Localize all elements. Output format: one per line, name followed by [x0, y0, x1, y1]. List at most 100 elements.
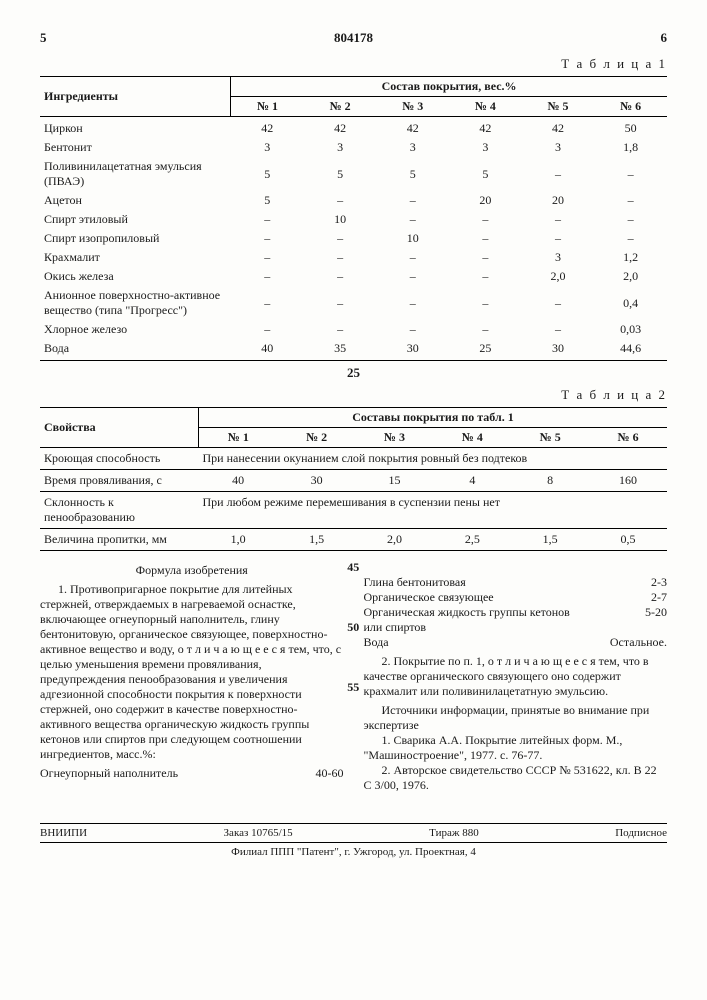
table-row: Склонность к пенообразованиюПри любом ре… [40, 492, 667, 529]
cell: – [304, 191, 377, 210]
table-row: Время провяливания, с40301548160 [40, 470, 667, 492]
cell: 35 [304, 339, 377, 361]
ingredient-name: Ацетон [40, 191, 231, 210]
cell: 4 [433, 470, 511, 492]
t1-col: № 4 [449, 97, 522, 117]
table-row: Спирт этиловый–10–––– [40, 210, 667, 229]
cell: 2,0 [522, 267, 595, 286]
patent-number: 804178 [334, 30, 373, 46]
cell: – [231, 229, 304, 248]
cell: 50 [594, 117, 667, 139]
cell: 30 [376, 339, 449, 361]
claims-section: 45 50 55 Формула изобретения 1. Противоп… [40, 561, 667, 793]
t1-head-ingredients: Ингредиенты [40, 77, 231, 117]
ingredient-line: ВодаОстальное. [364, 635, 668, 650]
span-cell: При нанесении окунанием слой покрытия ро… [199, 448, 668, 470]
cell: – [594, 210, 667, 229]
source-1: 1. Сварика А.А. Покрытие литейных форм. … [364, 733, 668, 763]
t2-col: № 4 [433, 428, 511, 448]
t2-head-group: Составы покрытия по табл. 1 [199, 408, 668, 428]
page-header: 5 804178 6 [40, 30, 667, 46]
ingredient-name: Хлорное железо [40, 320, 231, 339]
table-row: Поливинилацетатная эмульсия (ПВАЭ)5555–– [40, 157, 667, 191]
cell: 1,5 [278, 529, 356, 551]
footer-org: ВНИИПИ [40, 827, 87, 839]
t2-col: № 1 [199, 428, 278, 448]
table-row: Ацетон5––2020– [40, 191, 667, 210]
formula-title: Формула изобретения [40, 563, 344, 578]
cell: – [449, 286, 522, 320]
table-row: Кроющая способностьПри нанесении окунани… [40, 448, 667, 470]
ingredient-line: Органическое связующее2-7 [364, 590, 668, 605]
source-2: 2. Авторское свидетельство СССР № 531622… [364, 763, 668, 793]
t1-col: № 2 [304, 97, 377, 117]
ingredient-name: Бентонит [40, 138, 231, 157]
cell: 42 [231, 117, 304, 139]
cell: 10 [304, 210, 377, 229]
table-row: Окись железа––––2,02,0 [40, 267, 667, 286]
cell: 15 [356, 470, 434, 492]
cell: – [449, 320, 522, 339]
cell: – [376, 210, 449, 229]
page-num-right: 6 [661, 30, 668, 46]
cell: 8 [511, 470, 589, 492]
cell: 1,8 [594, 138, 667, 157]
line-numbers: 45 50 55 [347, 561, 359, 741]
ingredient-name: Анионное поверхностно-активное вещество … [40, 286, 231, 320]
cell: 5 [376, 157, 449, 191]
ing-name: Глина бентонитовая [364, 575, 466, 590]
footer: ВНИИПИ Заказ 10765/15 Тираж 880 Подписно… [40, 823, 667, 858]
claim-2: 2. Покрытие по п. 1, о т л и ч а ю щ е е… [364, 654, 668, 699]
ln50: 50 [347, 621, 359, 633]
t1-col: № 3 [376, 97, 449, 117]
line-num-25: 25 [40, 365, 667, 381]
sources-title: Источники информации, принятые во вниман… [364, 703, 668, 733]
ingredient-name: Вода [40, 339, 231, 361]
table-row: Бентонит333331,8 [40, 138, 667, 157]
page-num-left: 5 [40, 30, 47, 46]
ingredient-name: Крахмалит [40, 248, 231, 267]
ingredient-name: Окись железа [40, 267, 231, 286]
cell: – [231, 210, 304, 229]
span-cell: При любом режиме перемешивания в суспенз… [199, 492, 668, 529]
ing-value: 5-20 [645, 605, 667, 635]
cell: – [231, 248, 304, 267]
cell: 160 [589, 470, 667, 492]
cell: – [231, 267, 304, 286]
cell: 40 [199, 470, 278, 492]
cell: 20 [449, 191, 522, 210]
cell: – [231, 286, 304, 320]
ingredient-line: Огнеупорный наполнитель40-60 [40, 766, 344, 781]
cell: – [522, 229, 595, 248]
cell: – [594, 229, 667, 248]
table-1: Ингредиенты Состав покрытия, вес.% № 1№ … [40, 76, 667, 361]
cell: 0,5 [589, 529, 667, 551]
cell: – [522, 286, 595, 320]
cell: 44,6 [594, 339, 667, 361]
cell: 3 [449, 138, 522, 157]
cell: 5 [449, 157, 522, 191]
t2-col: № 5 [511, 428, 589, 448]
cell: – [304, 286, 377, 320]
cell: 10 [376, 229, 449, 248]
table-row: Анионное поверхностно-активное вещество … [40, 286, 667, 320]
property-name: Кроющая способность [40, 448, 199, 470]
ing-name: Органическая жидкость группы кетонов или… [364, 605, 576, 635]
footer-address: Филиал ППП "Патент", г. Ужгород, ул. Про… [40, 842, 667, 858]
t1-col: № 6 [594, 97, 667, 117]
table-row: Спирт изопропиловый––10––– [40, 229, 667, 248]
table-row: Величина пропитки, мм1,01,52,02,51,50,5 [40, 529, 667, 551]
cell: 5 [231, 191, 304, 210]
t1-head-group: Состав покрытия, вес.% [231, 77, 667, 97]
cell: 42 [376, 117, 449, 139]
ing-value: 2-7 [651, 590, 667, 605]
cell: 5 [231, 157, 304, 191]
table-row: Хлорное железо–––––0,03 [40, 320, 667, 339]
cell: – [449, 229, 522, 248]
ingredient-line: Глина бентонитовая2-3 [364, 575, 668, 590]
table-2: Свойства Составы покрытия по табл. 1 № 1… [40, 407, 667, 551]
cell: – [594, 191, 667, 210]
table2-caption: Т а б л и ц а 2 [40, 387, 667, 403]
cell: 42 [449, 117, 522, 139]
cell: – [376, 191, 449, 210]
